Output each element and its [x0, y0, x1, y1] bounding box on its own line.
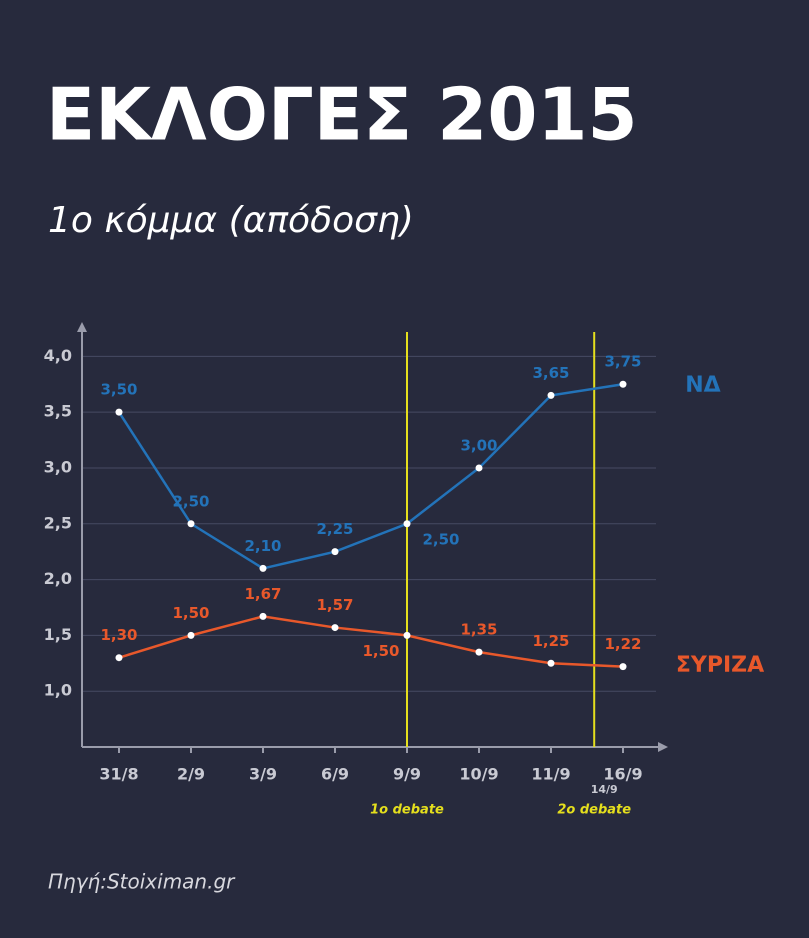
data-point [475, 464, 483, 472]
chart-subtitle: 1ο κόμμα (απόδοση) [48, 200, 414, 241]
y-tick-label: 2,0 [44, 569, 72, 588]
value-label: 2,50 [422, 530, 459, 548]
data-point [619, 663, 627, 671]
value-label: 2,25 [316, 520, 353, 538]
series-label: ΝΔ [685, 373, 720, 398]
data-point [403, 631, 411, 639]
data-point [403, 520, 411, 528]
value-label: 1,57 [316, 596, 353, 614]
chart-title: ΕΚΛΟΓΕΣ 2015 [46, 73, 638, 157]
data-point [115, 654, 123, 662]
value-label: 3,65 [532, 364, 569, 382]
x-tick-label: 31/8 [99, 765, 138, 784]
value-label: 1,35 [460, 621, 497, 639]
data-point [187, 520, 195, 528]
data-point [259, 564, 267, 572]
value-label: 1,67 [244, 585, 281, 603]
y-tick-label: 1,0 [44, 681, 72, 700]
x-tick-label: 10/9 [459, 765, 498, 784]
x-axis-arrow [658, 742, 668, 752]
y-tick-label: 1,5 [44, 625, 72, 644]
source: Πηγή:Stoiximan.gr [48, 870, 236, 894]
data-point [187, 631, 195, 639]
x-tick-label: 6/9 [321, 765, 349, 784]
value-label: 1,50 [172, 604, 209, 622]
x-tick-label: 9/9 [393, 765, 421, 784]
data-point [619, 380, 627, 388]
y-axis-arrow [77, 322, 87, 332]
data-point [259, 612, 267, 620]
value-label: 2,10 [244, 537, 281, 555]
y-tick-label: 3,0 [44, 457, 72, 476]
value-label: 1,25 [532, 632, 569, 650]
y-tick-label: 4,0 [44, 346, 72, 365]
annotation-date: 14/9 [591, 783, 618, 796]
x-tick-label: 3/9 [249, 765, 277, 784]
value-label: 1,22 [604, 635, 641, 653]
series-line [117, 382, 624, 570]
data-point [331, 548, 339, 556]
x-tick-label: 11/9 [531, 765, 570, 784]
value-label: 3,00 [460, 436, 497, 454]
series-line [118, 615, 624, 668]
value-label: 1,30 [100, 626, 137, 644]
value-label: 2,50 [172, 492, 209, 510]
data-point [115, 408, 123, 416]
x-tick-label: 16/9 [603, 765, 642, 784]
data-point [547, 391, 555, 399]
data-point [547, 659, 555, 667]
series-label: ΣΥΡΙΖΑ [676, 653, 764, 678]
data-point [475, 648, 483, 656]
x-tick-label: 2/9 [177, 765, 205, 784]
value-label: 1,50 [362, 642, 399, 660]
annotation-label: 1ο debate [370, 803, 444, 818]
value-label: 3,75 [604, 353, 641, 371]
y-tick-label: 3,5 [44, 402, 72, 421]
annotation-label: 2ο debate [557, 803, 631, 818]
data-point [331, 624, 339, 632]
y-tick-label: 2,5 [44, 513, 72, 532]
value-label: 3,50 [100, 381, 137, 399]
